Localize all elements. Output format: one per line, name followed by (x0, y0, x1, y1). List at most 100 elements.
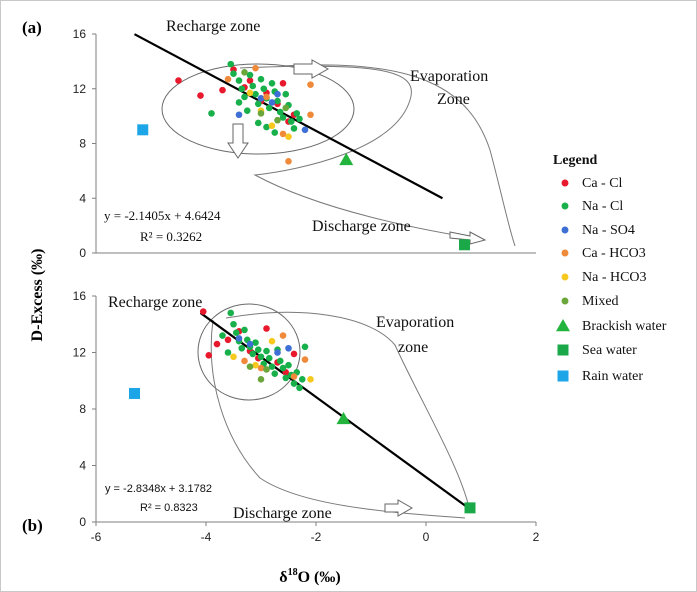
panel-b-y-tick-label: 4 (79, 459, 86, 473)
panel-a-point-mixed (257, 110, 265, 117)
legend-marker-sea-water (557, 344, 569, 356)
legend-label-sea-water: Sea water (582, 343, 637, 358)
panel-b-recharge-ellipse (197, 303, 301, 401)
panel-a-point-na-cl (293, 110, 301, 117)
panel-b-point-na-cl (279, 364, 287, 372)
panel-a-point-na-cl (254, 119, 262, 127)
panel-b-y-tick-label: 8 (79, 402, 86, 416)
legend-label-rain-water: Rain water (582, 369, 643, 384)
panel-a-point-ca-cl (175, 77, 182, 84)
panel-a-point-na-cl (230, 70, 237, 77)
panel-b-point-na-cl (263, 347, 270, 355)
panel-a-point-na-cl (279, 114, 287, 121)
panel-a-evaporation-label: Evaporation (410, 68, 488, 85)
panel-a-y-ticks: 0 4 8 12 16 (73, 27, 96, 260)
panel-b-point-sea-water (464, 502, 476, 514)
panel-b-point-na-cl (298, 376, 306, 383)
panel-b-point-na-so4 (246, 340, 254, 348)
panel-b-point-ca-cl (263, 325, 270, 332)
panel-a-point-na-cl (268, 79, 276, 87)
panel-a-point-na-cl (287, 118, 295, 125)
panel-b-point-na-cl (249, 350, 257, 358)
panel-a-point-na-cl (241, 93, 248, 101)
panel-b-point-na-cl (301, 343, 309, 351)
panel-b-point-ca-cl (213, 340, 221, 348)
legend-marker-na-cl (561, 202, 569, 210)
panel-a-y-tick-label: 12 (73, 82, 87, 96)
legend-label-ca-hco3: Ca - HCO3 (582, 246, 646, 261)
panel-a-evaporation-label-2: Zone (437, 91, 470, 108)
panel-b-point-na-hco3 (268, 337, 276, 345)
panel-a-points (137, 60, 470, 251)
panel-b-point-na-cl (271, 370, 279, 377)
y-axis-label: D-Excess (‰) (29, 249, 46, 342)
panel-b-point-na-cl (224, 349, 232, 356)
panel-a-point-na-cl (260, 85, 268, 93)
panel-a-point-ca-cl (246, 77, 254, 84)
panel-b-point-na-so4 (235, 335, 243, 342)
panel-b-point-ca-hco3 (301, 356, 309, 363)
panel-a-point-na-cl (290, 125, 298, 132)
panel-a-discharge-label: Discharge zone (312, 218, 411, 235)
panel-a-point-na-so4 (235, 111, 243, 119)
panel-b-point-ca-cl (224, 336, 232, 344)
legend-marker-ca-hco3 (561, 249, 569, 257)
panel-b-r2: R² = 0.8323 (140, 502, 198, 514)
panel-a-point-na-so4 (268, 99, 276, 106)
panel-a-point-ca-hco3 (307, 81, 314, 88)
panel-b-point-ca-hco3 (241, 357, 248, 365)
panel-a-point-brackish-water (339, 152, 354, 166)
panel-a-y-tick-label: 8 (79, 137, 86, 151)
panel-a-point-na-cl (271, 129, 279, 136)
panel-b-point-na-cl (232, 329, 240, 337)
panel-b-regression-line (199, 312, 474, 513)
panel-a-point-na-cl (227, 60, 235, 68)
x-axis-label-sup: 18 (288, 567, 298, 578)
panel-b-point-brackish-water (336, 411, 351, 425)
panel-a-inner-flow-curve (239, 65, 486, 241)
legend-label-mixed: Mixed (582, 294, 619, 309)
panel-a-point-rain-water (137, 124, 149, 136)
panel-a-point-na-cl (235, 99, 243, 106)
panel-a-chart: (a) 0 4 8 12 16 Recharge zone Evaporation Zo… (22, 18, 536, 260)
panel-a-point-na-cl (263, 123, 270, 131)
legend-marker-na-so4 (561, 226, 569, 234)
panel-b-point-na-cl (285, 361, 292, 369)
panel-b-point-rain-water (129, 387, 140, 399)
panel-a-point-na-cl (276, 108, 284, 116)
panel-a-point-ca-cl (197, 92, 204, 99)
panel-b-equation: y = -2.8348x + 3.1782 (105, 483, 212, 495)
panel-a-point-na-cl (208, 110, 215, 117)
panel-a-recharge-label: Recharge zone (166, 18, 260, 35)
panel-b-point-ca-cl (199, 308, 207, 315)
panel-a-evaporation-arrow-icon (293, 59, 330, 79)
panel-a-point-na-cl (243, 107, 251, 114)
panel-a-point-ca-hco3 (252, 64, 259, 72)
legend-label-na-so4: Na - SO4 (582, 223, 635, 238)
panel-a-point-na-cl (238, 85, 246, 93)
panel-b-x-tick-label: 0 (423, 530, 430, 544)
panel-b-point-na-hco3 (307, 376, 314, 383)
panel-a-y-tick-label: 16 (73, 27, 87, 41)
panel-b-point-ca-cl (205, 352, 213, 359)
legend-label-na-hco3: Na - HCO3 (582, 270, 647, 285)
panel-a-point-ca-hco3 (224, 75, 232, 83)
panel-b-point-na-cl (230, 320, 237, 328)
panel-b-point-na-cl (265, 354, 273, 362)
panel-a-point-ca-hco3 (285, 157, 292, 165)
legend-marker-ca-cl (561, 179, 569, 187)
panel-a-regression-line (133, 33, 444, 200)
panel-a-y-tick-label: 4 (79, 191, 86, 205)
panel-a-point-na-cl (252, 90, 259, 98)
panel-b-point-ca-hco3 (290, 373, 298, 380)
legend-marker-na-hco3 (561, 273, 569, 281)
legend-marker-brackish-water (556, 319, 570, 332)
legend-items: Ca - Cl Na - Cl Na - SO4 Ca - HCO3 Na - HCO3… (556, 176, 667, 384)
panel-a-r2: R² = 0.3262 (140, 229, 202, 244)
panel-a-point-na-so4 (301, 126, 309, 134)
panel-b-point-na-cl (227, 309, 235, 317)
panel-b-x-tick-label: -2 (311, 530, 322, 544)
panel-b-point-mixed (257, 376, 265, 383)
panel-b-point-na-cl (296, 384, 303, 392)
